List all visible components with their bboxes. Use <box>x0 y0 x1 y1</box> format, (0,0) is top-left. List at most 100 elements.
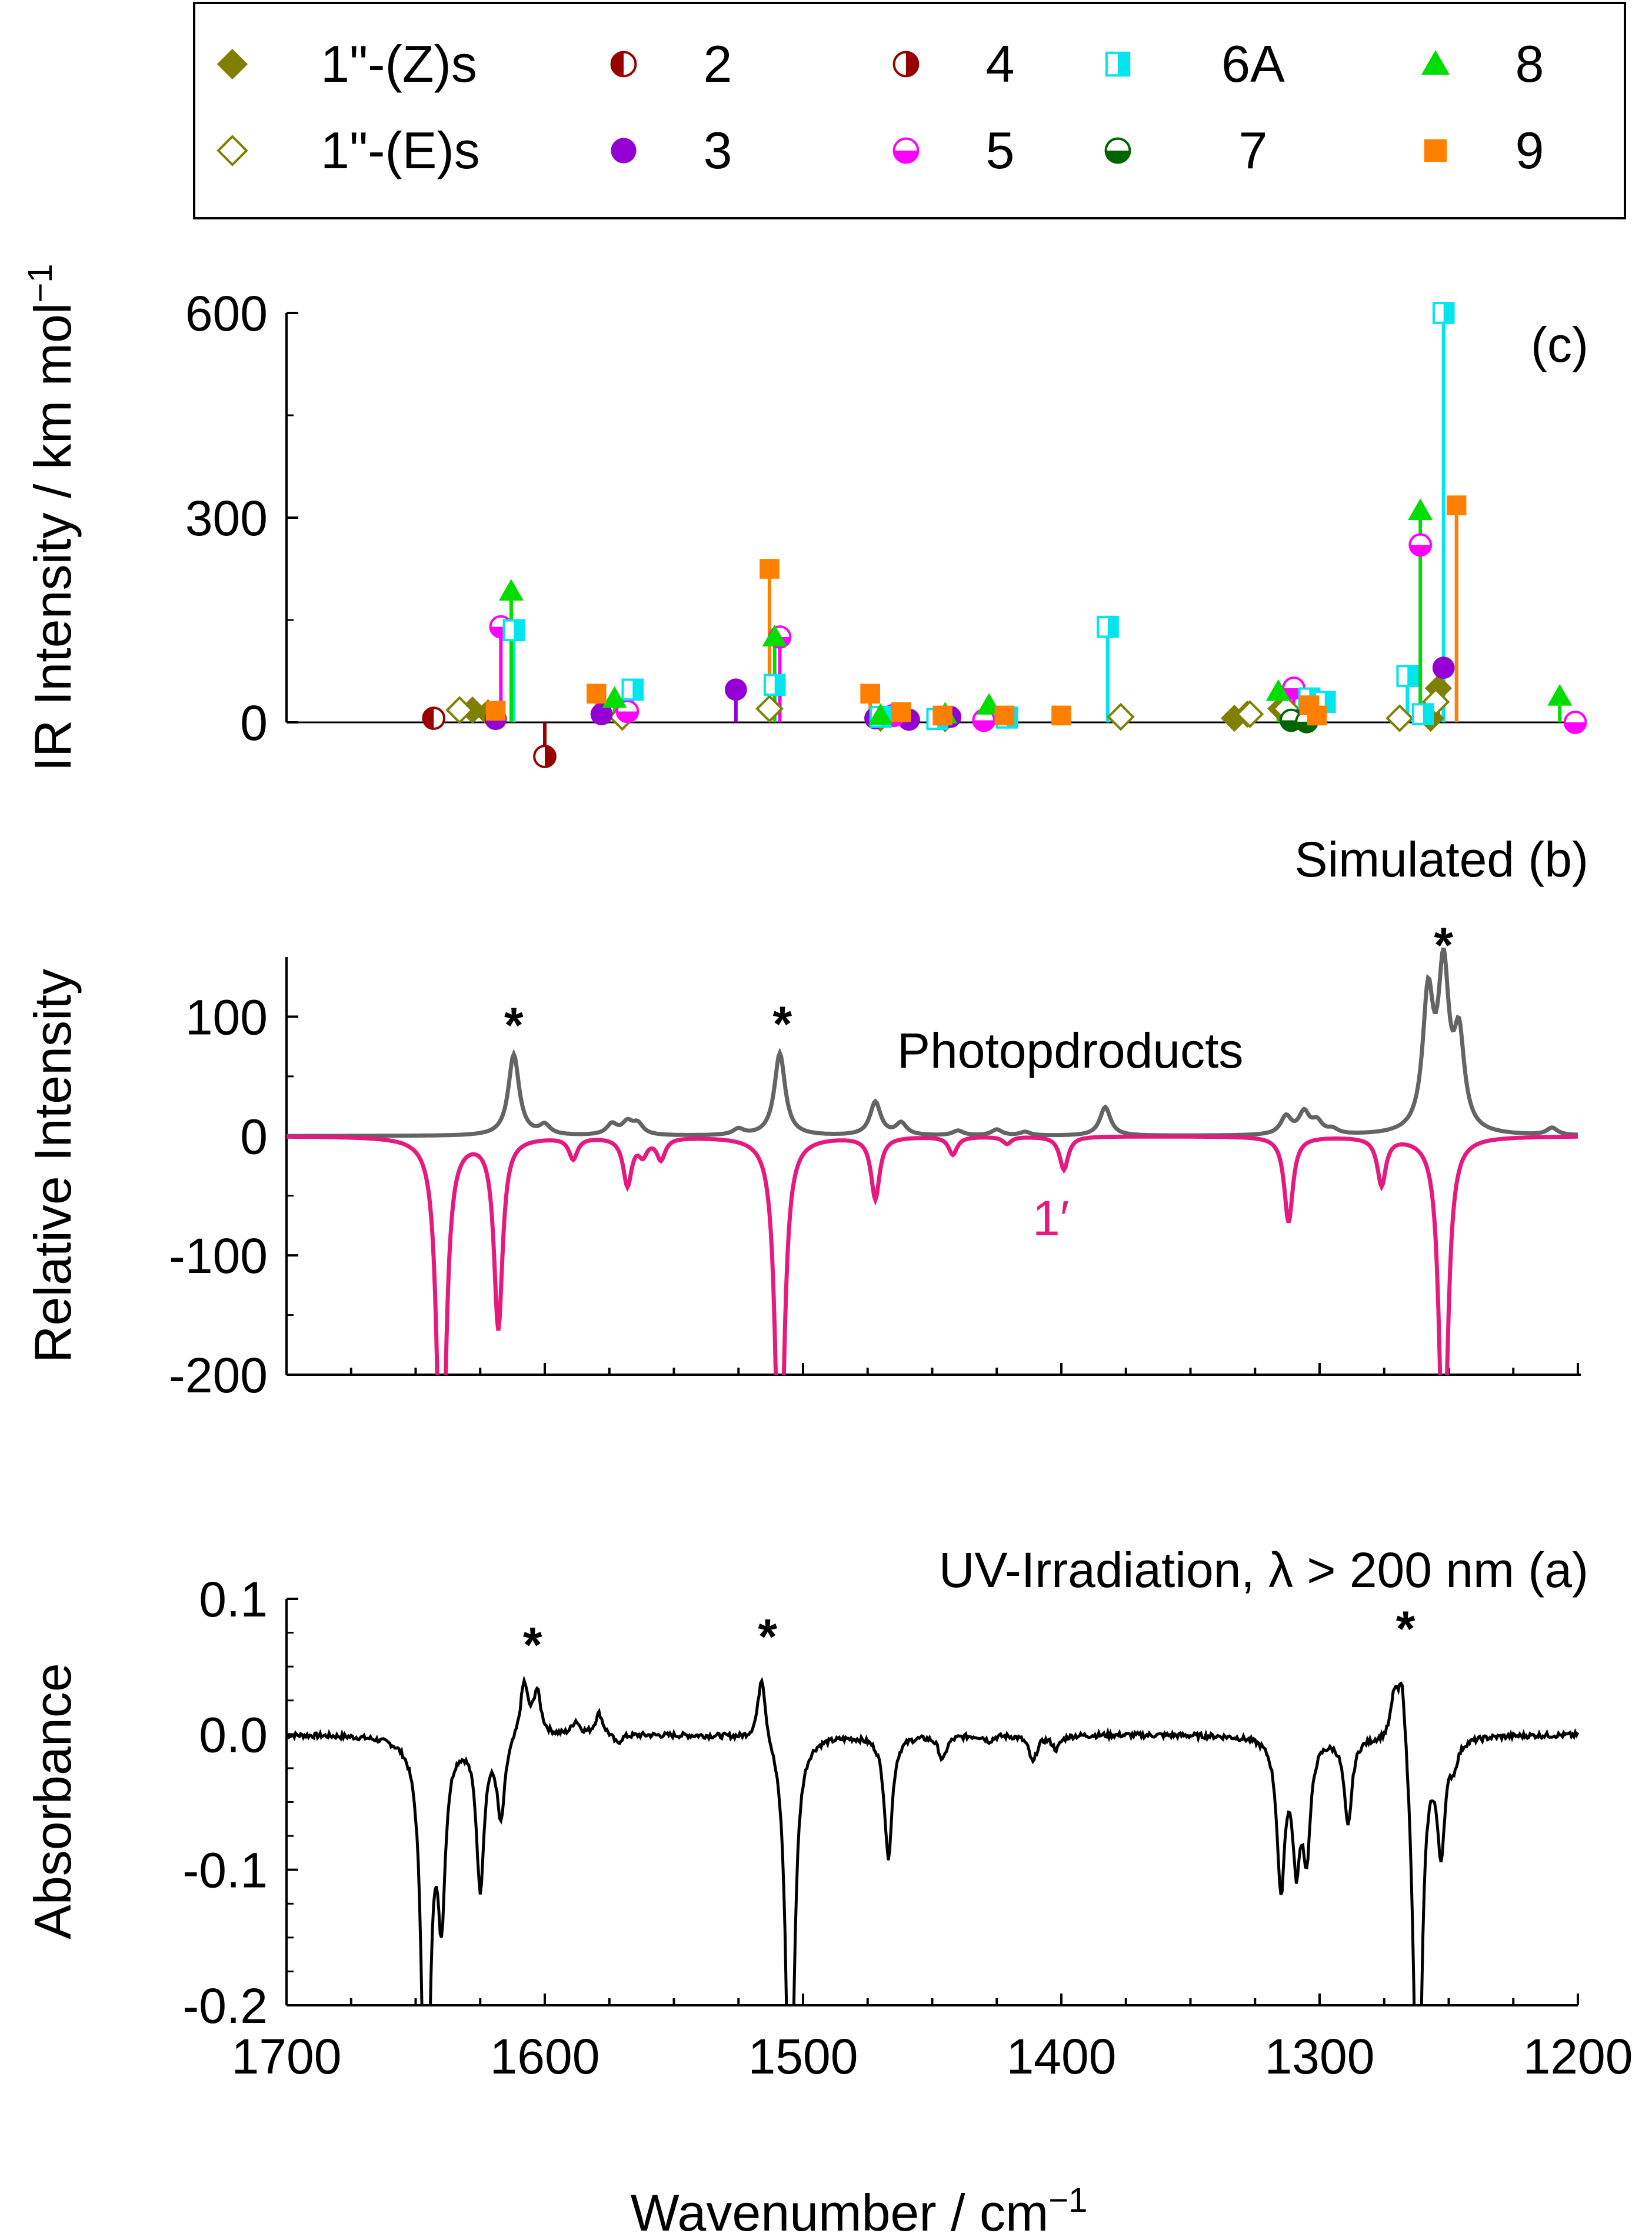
legend-marker-icon <box>217 48 248 80</box>
data-point <box>1446 495 1467 515</box>
panel-a-y-ticks: -0.2 -0.1 0.0 0.1 <box>182 1572 298 2034</box>
x-tick-label: 1600 <box>490 2029 600 2084</box>
legend-marker-icon <box>1424 139 1447 162</box>
legend-marker-icon <box>217 135 248 166</box>
legend-marker-icon <box>892 51 920 78</box>
data-point <box>763 674 786 696</box>
data-point <box>1235 700 1264 728</box>
photoproducts-line <box>287 947 1578 1138</box>
data-point <box>1107 702 1135 731</box>
data-point <box>972 708 996 732</box>
x-tick-label: 1200 <box>1523 2029 1633 2084</box>
panel-c-markers <box>422 302 1587 768</box>
legend-item-4: 4 <box>892 35 1015 93</box>
y-tick-label: 0 <box>240 695 268 751</box>
legend-label: 6A <box>1221 35 1285 93</box>
y-tick-label: -100 <box>169 1228 268 1284</box>
data-point <box>621 678 644 701</box>
y-tick-label: -200 <box>169 1348 268 1403</box>
data-point <box>860 684 880 704</box>
y-tick-label: 100 <box>185 989 268 1045</box>
panel-b: Simulated (b) -200 -100 0 100 * * * Photopdro… <box>24 832 1588 1403</box>
y-tick-label: 0.0 <box>199 1707 268 1762</box>
legend-item-9: 9 <box>1424 121 1544 179</box>
legend-label: 3 <box>704 121 732 179</box>
data-point <box>1265 679 1291 701</box>
legend-marker-icon <box>892 137 920 164</box>
data-point <box>755 694 784 723</box>
data-point <box>1563 711 1587 734</box>
panel-c-ylabel: IR Intensity / km mol−1 <box>21 264 82 771</box>
legend-marker-icon <box>1104 137 1131 164</box>
x-axis-label: Wavenumber / cm−1 <box>631 2181 1088 2240</box>
legend-label: 2 <box>704 35 732 93</box>
panel-b-x-ticks <box>285 1363 1579 1375</box>
y-tick-label: 0.1 <box>199 1572 268 1627</box>
data-point <box>1432 302 1455 324</box>
legend-item-8: 8 <box>1421 35 1544 93</box>
data-point <box>590 703 613 725</box>
data-point <box>602 686 627 708</box>
legend-item-5: 5 <box>892 121 1014 179</box>
panel-a-ylabel: Absorbance <box>24 1663 82 1939</box>
data-point <box>1547 684 1573 706</box>
data-point <box>1408 533 1433 557</box>
data-point <box>891 702 911 722</box>
data-point <box>1097 615 1119 638</box>
x-tick-label: 1300 <box>1265 2029 1375 2084</box>
data-point <box>1411 703 1434 725</box>
data-point <box>1385 704 1414 732</box>
peak-star: * <box>504 997 524 1052</box>
data-point <box>533 745 557 768</box>
data-point <box>1408 498 1433 521</box>
y-tick-label: -0.1 <box>182 1843 268 1898</box>
y-tick-label: 300 <box>185 491 268 546</box>
y-tick-label: 600 <box>185 286 268 341</box>
legend-marker-icon <box>1421 50 1450 75</box>
data-point <box>1307 705 1327 726</box>
legend-item-3: 3 <box>611 121 732 179</box>
panel-b-y-ticks: -200 -100 0 100 <box>169 989 298 1403</box>
one-prime-line <box>287 1134 1578 1375</box>
data-point <box>502 619 525 642</box>
peak-star: * <box>758 1609 777 1664</box>
y-tick-label: 0 <box>240 1109 268 1164</box>
panel-b-ylabel: Relative Intensity <box>24 969 82 1363</box>
legend-label: 4 <box>986 35 1015 93</box>
panel-b-stars: * * * <box>504 917 1453 1052</box>
legend-item-2: 2 <box>610 35 732 93</box>
data-point <box>1051 705 1071 726</box>
data-point <box>498 579 524 601</box>
legend: 1"-(Z)s 1"-(E)s 2 3 4 5 6A 7 8 9 <box>193 2 1626 219</box>
panel-c-y-ticks: 0 300 600 <box>185 286 298 751</box>
legend-items: 1"-(Z)s 1"-(E)s 2 3 4 5 6A 7 8 9 <box>217 35 1544 179</box>
x-tick-label: 1400 <box>1007 2029 1117 2084</box>
legend-marker-icon <box>610 51 637 78</box>
peak-star: * <box>773 996 792 1051</box>
y-tick-label: -0.2 <box>182 1978 268 2034</box>
legend-item-1-z-s: 1"-(Z)s <box>217 35 477 93</box>
data-point <box>445 696 474 724</box>
panel-c-label: (c) <box>1531 317 1588 372</box>
legend-label: 8 <box>1516 35 1544 93</box>
data-point <box>760 559 780 579</box>
data-point <box>1432 656 1455 679</box>
data-point <box>422 706 446 730</box>
legend-label: 1"-(Z)s <box>321 35 477 93</box>
legend-marker-icon <box>611 138 637 164</box>
data-point <box>868 703 893 725</box>
x-tick-label: 1500 <box>748 2029 858 2084</box>
legend-item-6a: 6A <box>1105 35 1285 93</box>
data-point <box>932 705 952 726</box>
photoproducts-label: Photopdroducts <box>897 1023 1243 1078</box>
peak-star: * <box>523 1617 542 1672</box>
data-point <box>587 684 607 704</box>
panel-c: 0 300 600 (c) IR Intensity / km mol−1 <box>21 264 1589 771</box>
legend-item-1-e-s: 1"-(E)s <box>217 121 480 179</box>
one-prime-label: 1′ <box>1032 1191 1069 1246</box>
legend-label: 1"-(E)s <box>321 121 480 179</box>
peak-star: * <box>1434 917 1453 972</box>
peak-star: * <box>1396 1601 1415 1656</box>
panel-a-stars: * * * <box>523 1601 1415 1672</box>
uv-irradiation-line <box>287 1675 1580 2005</box>
